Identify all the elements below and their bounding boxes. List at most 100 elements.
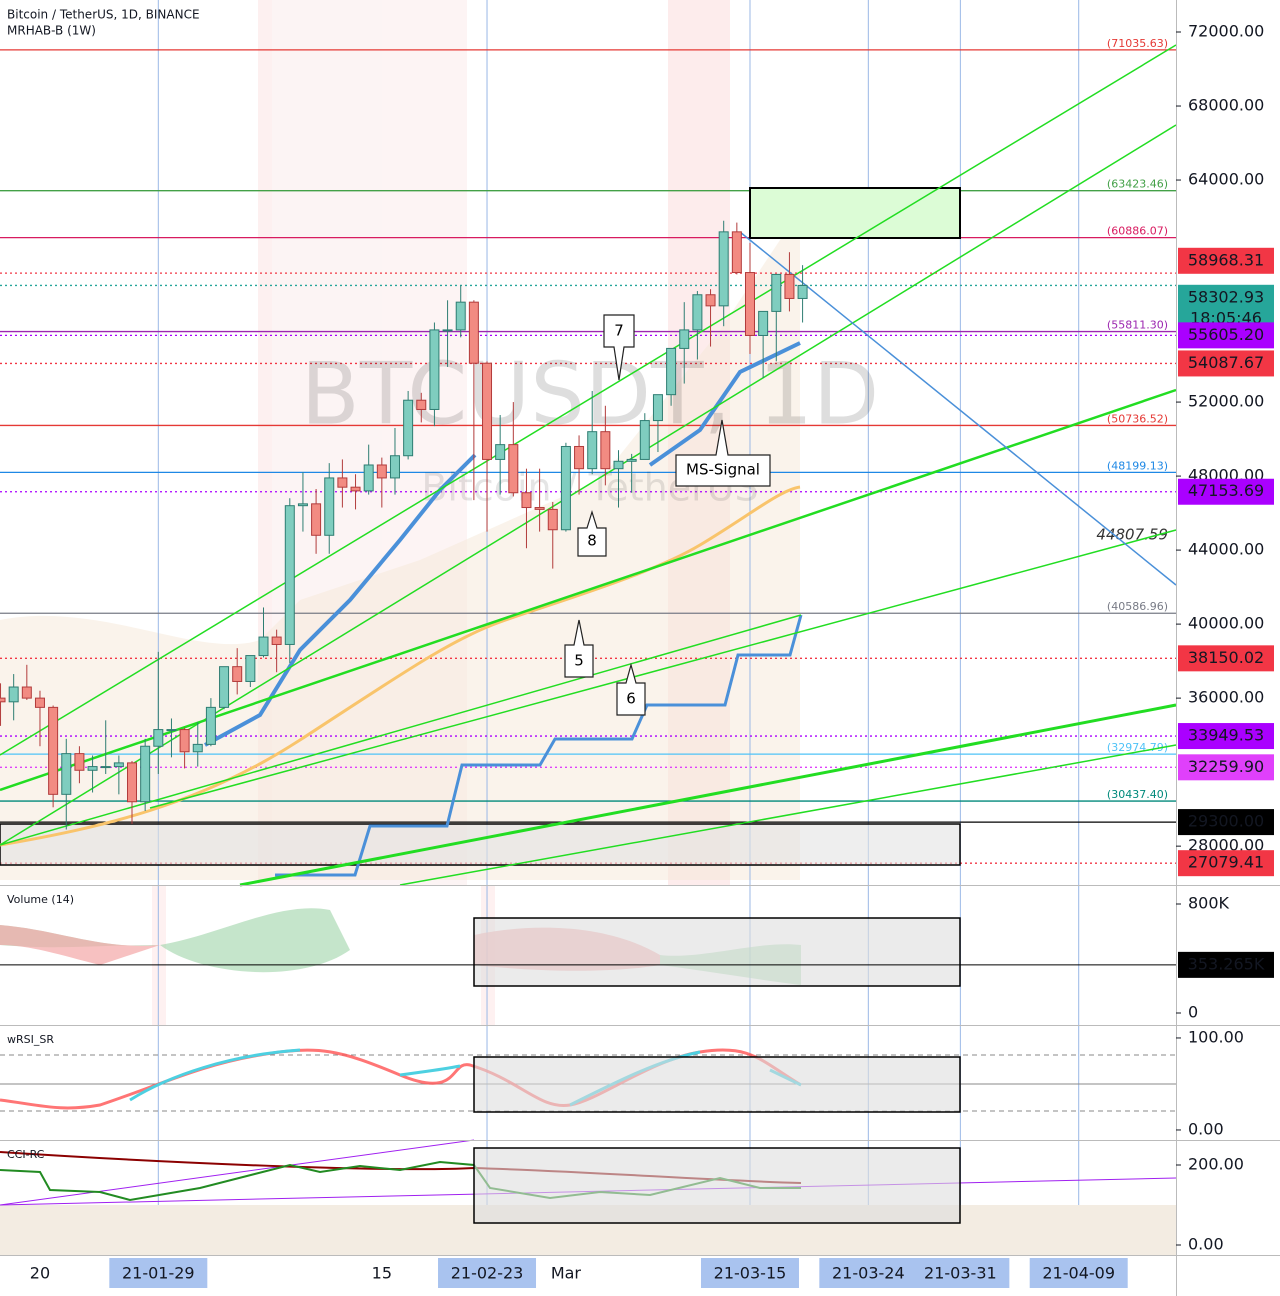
price-box-label: 55605.20 — [1188, 325, 1264, 344]
candle-body — [666, 347, 677, 396]
candle-body — [416, 399, 427, 410]
cloud — [0, 210, 800, 880]
x-tick-highlight — [911, 1258, 1010, 1288]
price-box-label: 58302.93 — [1188, 287, 1264, 306]
x-tick-label: 15 — [372, 1264, 392, 1283]
candle-body — [100, 766, 111, 769]
candle-body — [297, 503, 308, 507]
candle-body — [797, 284, 808, 299]
price-box — [1178, 322, 1274, 349]
pane-title: wRSI_SR — [7, 1033, 54, 1046]
y-tick-label: 0 — [1188, 1003, 1198, 1022]
price-box — [1178, 754, 1274, 781]
candle-body — [495, 444, 506, 460]
callout-text: 8 — [587, 532, 597, 550]
price-label: 44807.59 — [1096, 526, 1168, 544]
level-tag: (55811.30) — [1107, 319, 1168, 332]
candle-body — [350, 486, 361, 492]
callout — [675, 419, 771, 487]
candle-body — [192, 743, 203, 753]
candle-body — [731, 231, 742, 274]
candle-body — [140, 745, 151, 803]
candle-body — [232, 666, 243, 682]
x-tick-highlight — [438, 1258, 537, 1288]
candle-body — [652, 394, 663, 422]
candle-body — [258, 636, 269, 657]
watermark: BTCUSDT, 1D — [301, 344, 879, 444]
candle-body — [574, 445, 585, 470]
y-tick-label: 100.00 — [1188, 1027, 1244, 1046]
price-box — [1178, 850, 1274, 877]
level-tag: (32974.79) — [1107, 741, 1168, 754]
candle-body — [61, 753, 72, 795]
candle-body — [508, 444, 519, 494]
candle-body — [692, 294, 703, 331]
candle-body — [455, 301, 466, 331]
price-box-label: 33949.53 — [1188, 726, 1264, 745]
price-box-label: 27079.41 — [1188, 853, 1264, 872]
candle-body — [705, 294, 716, 307]
level-tag: (30437.40) — [1107, 788, 1168, 801]
level-tag: (48199.13) — [1107, 459, 1168, 472]
downtrend — [739, 231, 1177, 586]
price-box-label: 38150.02 — [1188, 648, 1264, 667]
step-line — [275, 614, 803, 877]
y-tick-label: 0.00 — [1188, 1235, 1224, 1254]
callout-text: 7 — [614, 322, 624, 340]
ma-orange — [0, 485, 801, 847]
price-box — [1178, 723, 1274, 750]
candle-body — [337, 477, 348, 488]
target-box — [749, 187, 961, 239]
price-box-label: 54087.67 — [1188, 353, 1264, 372]
x-tick-label: 21-04-09 — [1042, 1264, 1115, 1283]
callout — [603, 314, 635, 381]
candle-body — [376, 464, 387, 479]
candles — [0, 220, 808, 830]
level-tag: (71035.63) — [1107, 37, 1168, 50]
candle-body — [0, 697, 6, 703]
y-tick-label: 52000.00 — [1188, 392, 1264, 411]
x-tick-label: Mar — [551, 1264, 582, 1283]
candle-body — [744, 272, 755, 336]
candle-body — [127, 762, 138, 803]
symbol-title: Bitcoin / TetherUS, 1D, BINANCE — [7, 8, 200, 22]
x-tick-label: 21-03-24 — [832, 1264, 905, 1283]
pane-title: CCI-RC — [7, 1148, 45, 1161]
candle-body — [679, 329, 690, 349]
callout-text: MS-Signal — [686, 461, 760, 479]
rsi-pane — [0, 1048, 1176, 1113]
levels: (71035.63) (63423.46) (60886.07) (55811.30)… — [0, 37, 1176, 864]
price-box — [1178, 645, 1274, 672]
candle-body — [205, 706, 216, 745]
x-tick-highlight — [1029, 1258, 1128, 1288]
x-tick-label: 21-03-15 — [714, 1264, 787, 1283]
indicator-title: MRHAB-B (1W) — [7, 24, 96, 38]
y-tick-label: 28000.00 — [1188, 836, 1264, 855]
candle-body — [784, 273, 795, 299]
x-tick-label: 21-03-31 — [924, 1264, 997, 1283]
candle-body — [468, 301, 479, 364]
candle-body — [48, 706, 59, 795]
candle-body — [547, 508, 558, 531]
candle-body — [626, 458, 637, 462]
price-box-label: 32259.90 — [1188, 757, 1264, 776]
support-box — [0, 823, 961, 866]
candle-body — [284, 505, 295, 645]
candle-body — [363, 464, 374, 492]
callout-text: 5 — [574, 652, 584, 670]
pane-title: Volume (14) — [7, 893, 74, 906]
price-box — [1178, 350, 1274, 377]
candle-body — [482, 362, 493, 460]
x-tick-highlight — [819, 1258, 918, 1288]
y-tick-label: 0.00 — [1188, 1119, 1224, 1138]
candle-body — [153, 729, 164, 747]
x-tick-label: 21-01-29 — [122, 1264, 195, 1283]
price-box — [1178, 284, 1274, 329]
candle-body — [324, 477, 335, 536]
candle-body — [534, 507, 545, 510]
candle-body — [758, 310, 769, 336]
candle-body — [219, 666, 230, 708]
candle-body — [166, 729, 177, 732]
level-tag: (63423.46) — [1107, 178, 1168, 191]
